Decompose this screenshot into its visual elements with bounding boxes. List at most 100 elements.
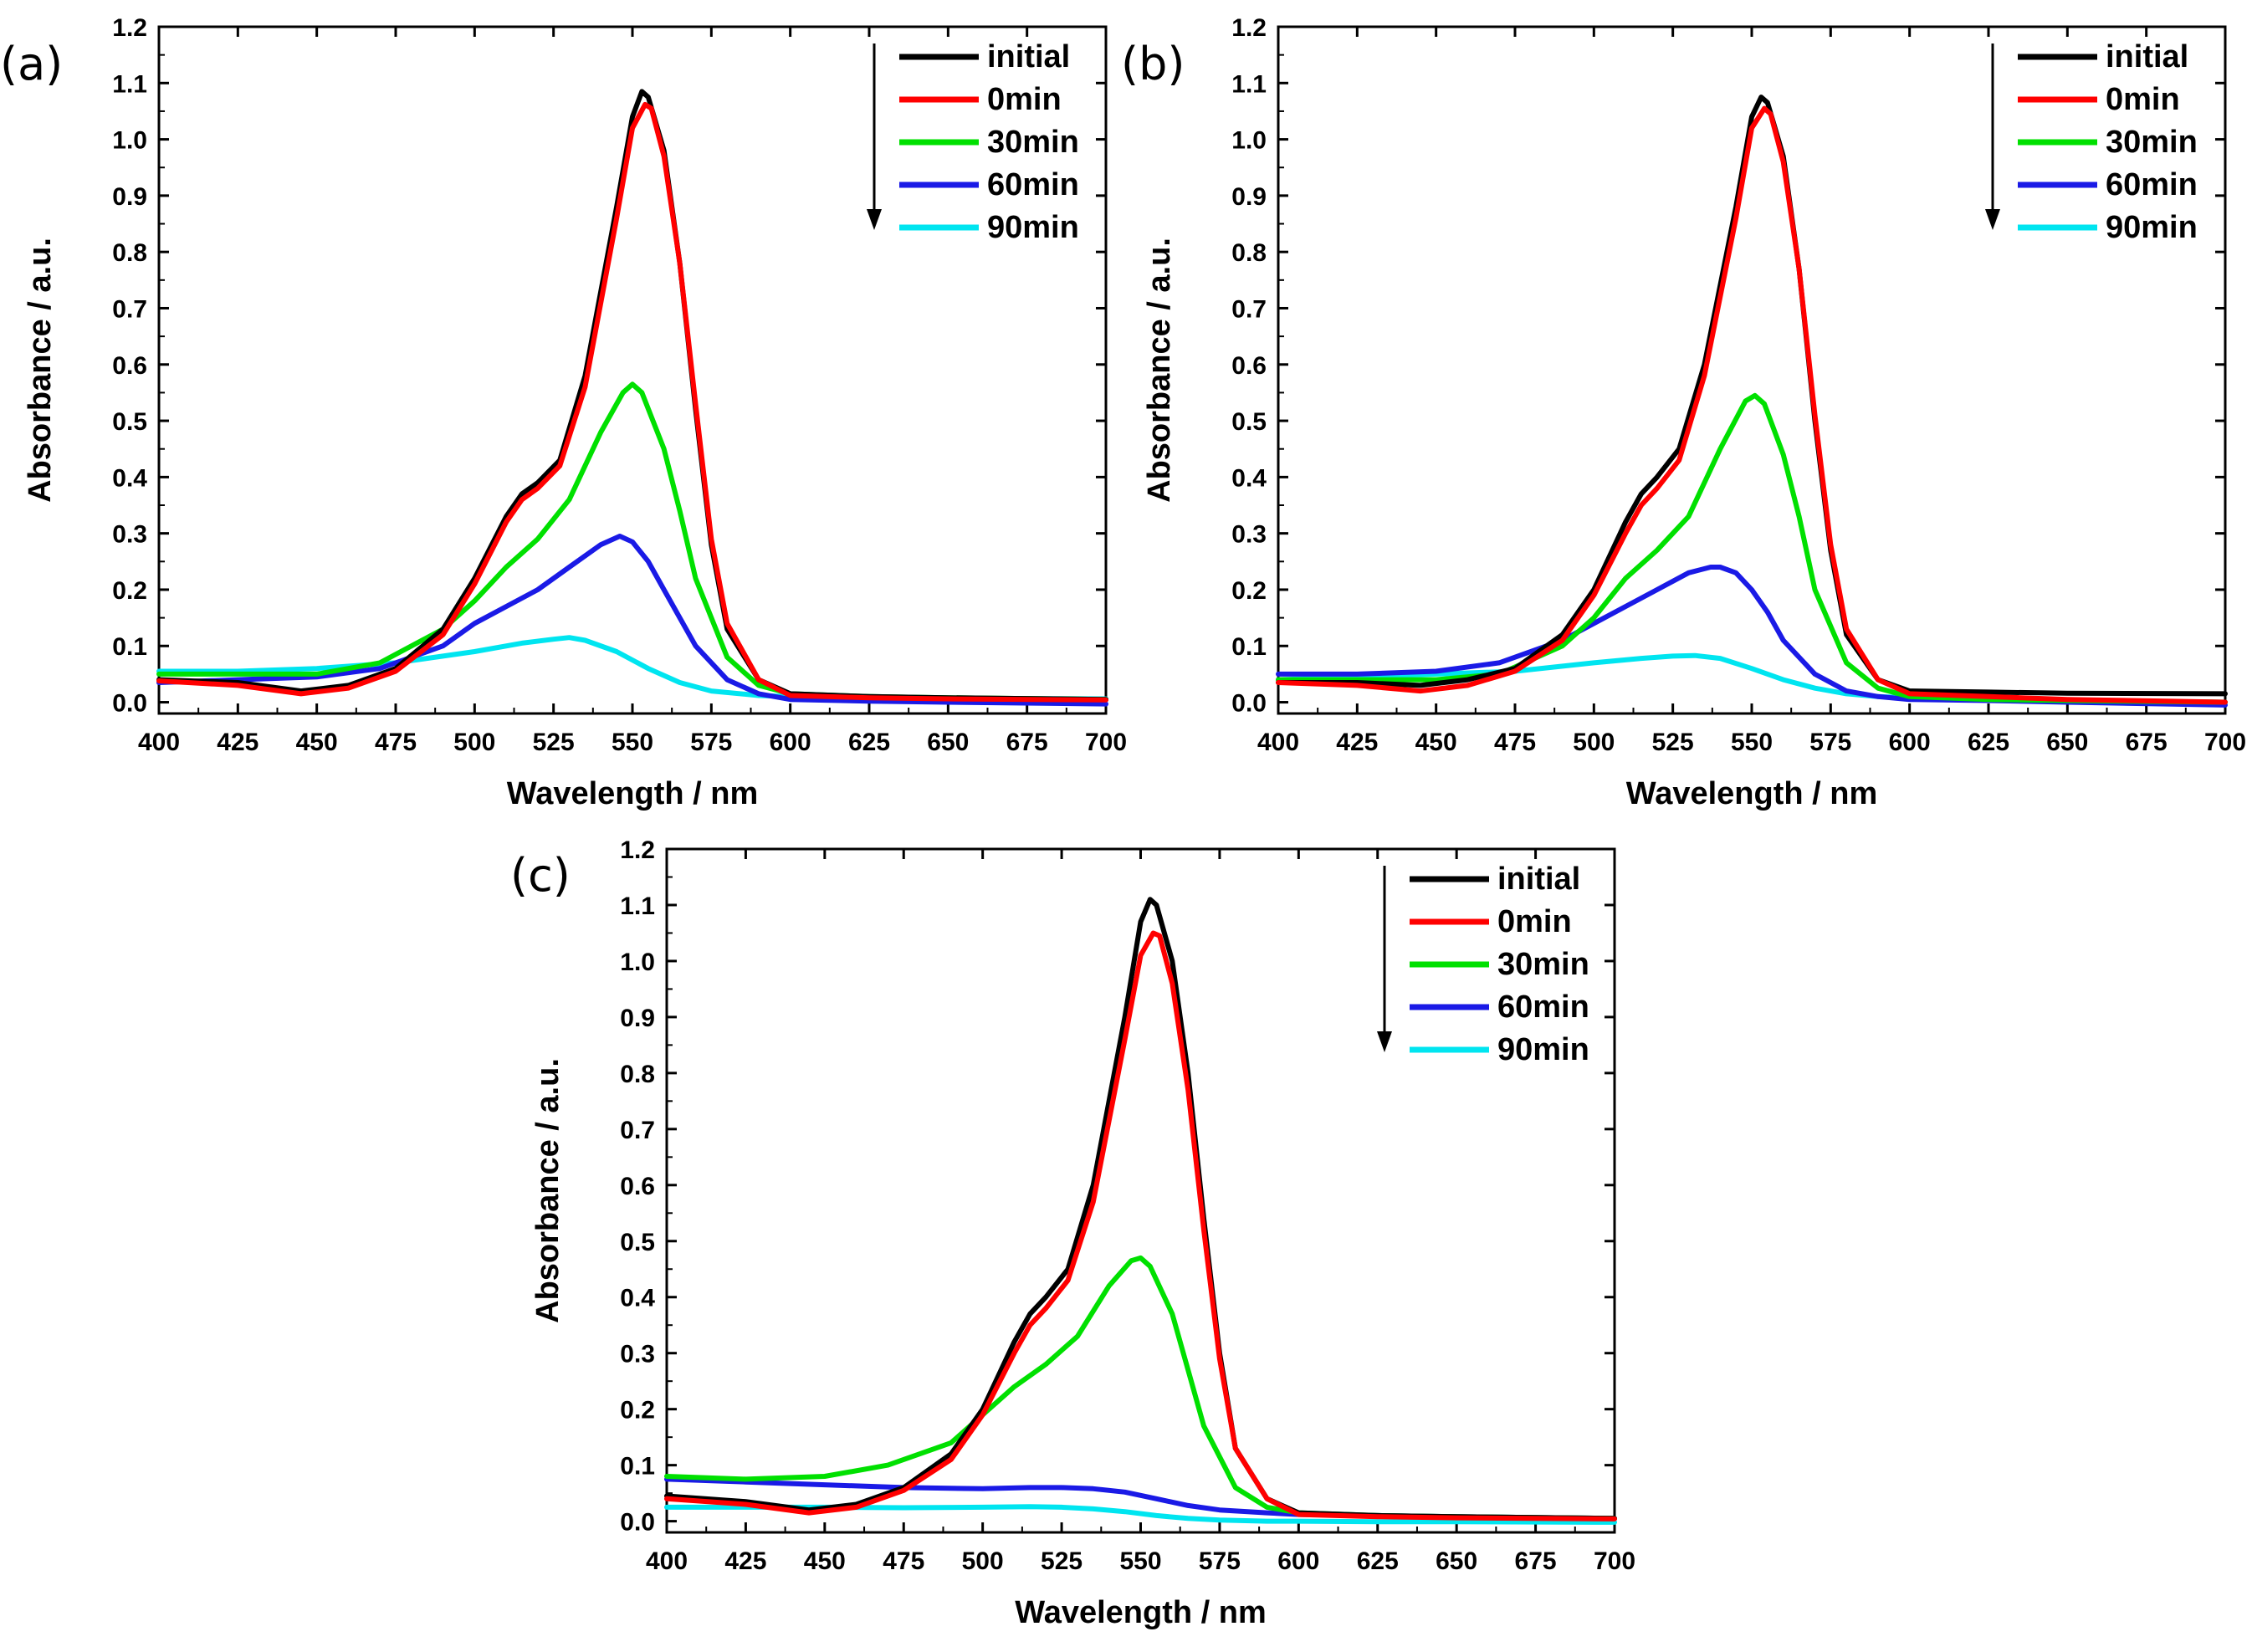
y-tick-label: 0.2 — [112, 577, 147, 605]
legend-label-60min: 60min — [1497, 990, 1589, 1025]
legend-label-initial: initial — [2106, 39, 2188, 74]
y-tick-label: 0.3 — [620, 1341, 655, 1368]
panel-label: (b) — [1121, 38, 1185, 90]
x-tick-label: 650 — [927, 729, 969, 756]
x-tick-label: 425 — [724, 1547, 766, 1575]
x-tick-label: 500 — [1573, 729, 1615, 756]
y-tick-label: 0.4 — [620, 1285, 655, 1312]
series-line-30min — [1276, 392, 2228, 705]
y-tick-label: 0.4 — [1231, 464, 1267, 492]
y-tick-label: 0.1 — [1231, 633, 1267, 661]
y-tick-label: 0.9 — [1231, 183, 1267, 211]
series-line-0min — [664, 930, 1617, 1522]
legend-label-90min: 90min — [987, 210, 1079, 245]
legend-arrow-head — [1985, 209, 2000, 230]
x-tick-label: 475 — [1494, 729, 1536, 756]
y-tick-label: 1.0 — [112, 127, 147, 155]
x-tick-label: 625 — [1968, 729, 2009, 756]
series-line-0min — [1276, 105, 2228, 705]
y-tick-label: 1.2 — [112, 14, 147, 42]
y-tick-label: 0.7 — [1231, 295, 1267, 323]
chart-panel-a: (a) 400 425 450 475 500 525 550 575 600 625 650 675 7… — [0, 14, 1127, 811]
x-axis-title: Wavelength / nm — [1015, 1595, 1267, 1630]
x-tick-label: 550 — [1119, 1547, 1161, 1575]
y-tick-label: 0.5 — [620, 1229, 655, 1256]
y-axis-title: Absorbance / a.u. — [23, 238, 58, 503]
y-tick-label: 0.8 — [1231, 239, 1267, 267]
x-tick-label: 625 — [848, 729, 890, 756]
x-tick-label: 600 — [770, 729, 811, 756]
x-tick-label: 550 — [1731, 729, 1773, 756]
y-tick-label: 1.1 — [1231, 70, 1267, 98]
series-line-90min — [664, 1504, 1617, 1525]
x-axis-title: Wavelength / nm — [1626, 776, 1878, 811]
x-tick-label: 700 — [1594, 1547, 1635, 1575]
y-tick-label: 1.2 — [620, 836, 655, 864]
panel-label: (c) — [510, 849, 571, 902]
x-tick-label: 400 — [646, 1547, 688, 1575]
x-tick-label: 600 — [1277, 1547, 1319, 1575]
y-tick-label: 0.4 — [112, 464, 147, 492]
legend-arrow-head — [1377, 1031, 1392, 1052]
series-line-60min — [156, 534, 1108, 707]
y-tick-label: 1.1 — [112, 70, 147, 98]
x-tick-label: 450 — [1415, 729, 1457, 756]
legend-label-90min: 90min — [1497, 1032, 1589, 1067]
y-tick-label: 1.2 — [1231, 14, 1267, 42]
series-line-0min — [156, 101, 1108, 703]
x-tick-label: 450 — [296, 729, 338, 756]
x-tick-label: 575 — [1199, 1547, 1241, 1575]
x-tick-label: 550 — [612, 729, 653, 756]
y-tick-label: 0.0 — [620, 1509, 655, 1537]
legend-label-0min: 0min — [2106, 82, 2180, 117]
x-tick-label: 400 — [138, 729, 180, 756]
chart-panel-b: (b) 400 425 450 475 500 525 550 575 600 625 650 675 7… — [1121, 14, 2246, 811]
y-tick-label: 0.8 — [112, 239, 147, 267]
legend-label-0min: 0min — [987, 82, 1062, 117]
x-tick-label: 475 — [375, 729, 417, 756]
x-tick-label: 675 — [1006, 729, 1048, 756]
legend-label-30min: 30min — [2106, 125, 2198, 160]
y-tick-label: 0.5 — [1231, 408, 1267, 436]
legend-arrow-head — [867, 209, 882, 230]
x-axis-title: Wavelength / nm — [507, 776, 759, 811]
x-tick-label: 500 — [453, 729, 495, 756]
x-tick-label: 575 — [690, 729, 732, 756]
x-tick-label: 650 — [2046, 729, 2088, 756]
y-tick-label: 0.0 — [1231, 690, 1267, 718]
panel-label: (a) — [0, 38, 63, 90]
x-tick-label: 425 — [217, 729, 258, 756]
y-tick-label: 0.1 — [112, 633, 147, 661]
y-tick-label: 0.7 — [112, 295, 147, 323]
x-tick-label: 525 — [1041, 1547, 1082, 1575]
x-tick-label: 675 — [2126, 729, 2168, 756]
legend-label-60min: 60min — [2106, 167, 2198, 202]
x-tick-label: 675 — [1515, 1547, 1557, 1575]
x-tick-label: 450 — [804, 1547, 846, 1575]
series-line-initial — [664, 897, 1617, 1522]
y-tick-label: 0.6 — [112, 352, 147, 380]
legend-label-60min: 60min — [987, 167, 1079, 202]
x-tick-label: 475 — [883, 1547, 924, 1575]
legend-label-30min: 30min — [987, 125, 1079, 160]
legend-label-30min: 30min — [1497, 947, 1589, 982]
y-tick-label: 0.2 — [1231, 577, 1267, 605]
y-tick-label: 0.3 — [112, 521, 147, 549]
legend-label-0min: 0min — [1497, 904, 1572, 939]
y-tick-label: 0.9 — [112, 183, 147, 211]
x-tick-label: 500 — [962, 1547, 1004, 1575]
y-tick-label: 1.1 — [620, 892, 655, 920]
y-tick-label: 1.0 — [1231, 127, 1267, 155]
y-axis-title: Absorbance / a.u. — [1142, 238, 1177, 503]
legend-label-90min: 90min — [2106, 210, 2198, 245]
x-tick-label: 525 — [533, 729, 575, 756]
x-tick-label: 600 — [1889, 729, 1931, 756]
y-tick-label: 0.1 — [620, 1453, 655, 1481]
x-tick-label: 425 — [1336, 729, 1378, 756]
y-tick-label: 0.0 — [112, 690, 147, 718]
x-tick-label: 625 — [1357, 1547, 1399, 1575]
y-tick-label: 0.8 — [620, 1061, 655, 1088]
series-line-30min — [664, 1255, 1617, 1522]
x-tick-label: 700 — [2204, 729, 2246, 756]
